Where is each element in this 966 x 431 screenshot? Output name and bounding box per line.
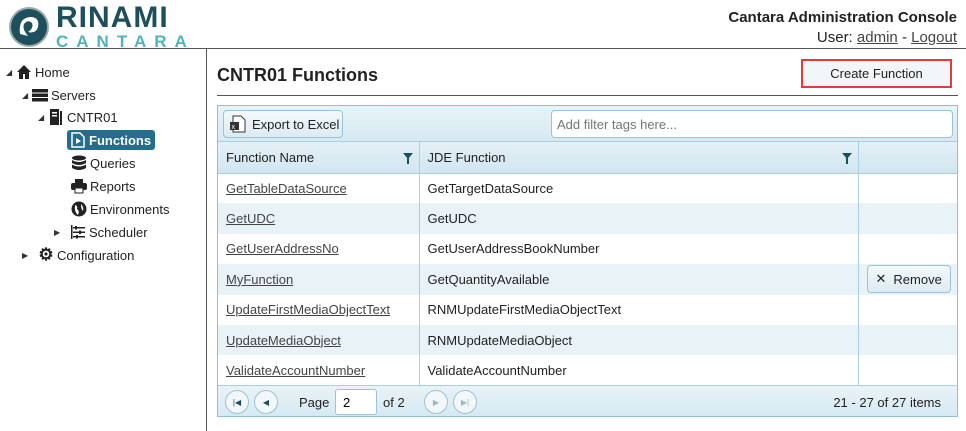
grid-toolbar: x Export to Excel: [218, 106, 957, 142]
expand-arrow-icon[interactable]: ▶: [22, 250, 29, 260]
close-icon: ✕: [875, 271, 887, 287]
collapse-arrow-icon[interactable]: ◢: [6, 67, 13, 77]
collapse-arrow-icon[interactable]: ◢: [22, 90, 29, 100]
export-to-excel-button[interactable]: x Export to Excel: [223, 110, 343, 138]
function-name-link[interactable]: MyFunction: [226, 271, 294, 287]
export-label: Export to Excel: [252, 116, 340, 132]
filter-tags-input[interactable]: [551, 110, 953, 138]
column-header-function-name[interactable]: Function Name: [218, 142, 420, 174]
globe-icon: [71, 201, 87, 217]
column-label: Function Name: [226, 149, 315, 165]
jde-function-cell: RNMUpdateMediaObject: [419, 324, 859, 356]
tree-item-home[interactable]: ◢ Home: [6, 62, 70, 82]
next-page-icon[interactable]: ▶: [424, 390, 448, 414]
functions-table: Function Name JDE Function GetTableDataS…: [218, 142, 957, 386]
table-row: UpdateMediaObject RNMUpdateMediaObject: [218, 324, 957, 356]
tree-item-queries[interactable]: Queries: [71, 153, 136, 173]
collapse-arrow-icon[interactable]: ◢: [38, 112, 45, 122]
sidebar-tree: ◢ Home ◢ Servers ◢ CNTR01 Functions Queries…: [0, 49, 207, 431]
tree-label: Reports: [90, 178, 136, 194]
tree-label: Configuration: [57, 247, 135, 263]
table-row: GetUserAddressNo GetUserAddressBookNumber: [218, 233, 957, 265]
user-label: User:: [816, 29, 853, 46]
printer-icon: [71, 178, 87, 194]
functions-grid: x Export to Excel Function Name JDE Funct…: [217, 105, 958, 417]
expand-arrow-icon[interactable]: ▶: [54, 227, 61, 237]
jde-function-cell: RNMUpdateFirstMediaObjectText: [419, 294, 859, 325]
table-row: GetUDC GetUDC: [218, 203, 957, 234]
user-line: User: admin - Logout: [817, 29, 957, 46]
page-title: CNTR01 Functions: [217, 65, 379, 85]
tree-label: Home: [35, 64, 70, 80]
title-divider: [217, 95, 958, 96]
page-label: Page: [299, 395, 330, 410]
separator: -: [901, 29, 907, 46]
function-name-link[interactable]: UpdateMediaObject: [226, 332, 341, 348]
tree-label: CNTR01: [67, 109, 118, 125]
tree-label: Environments: [90, 201, 170, 217]
column-label: JDE Function: [427, 149, 506, 165]
function-name-link[interactable]: GetUDC: [226, 211, 276, 227]
logo-emblem-icon: [9, 6, 49, 47]
jde-function-cell: GetUDC: [419, 203, 859, 234]
first-page-icon[interactable]: |◀: [225, 390, 249, 414]
function-name-link[interactable]: GetTableDataSource: [226, 180, 347, 196]
column-header-jde-function[interactable]: JDE Function: [419, 142, 859, 174]
tree-label: Queries: [90, 155, 136, 171]
server-icon: [48, 109, 64, 125]
pager: |◀ ◀ Page of 2 ▶ ▶| 21 - 27 of 27 items: [218, 385, 957, 416]
page-count-label: of 2: [383, 395, 405, 410]
username-link[interactable]: admin: [856, 29, 898, 46]
page-number-input[interactable]: [335, 389, 377, 415]
tree-item-configuration[interactable]: ▶ ⚙ Configuration: [22, 245, 134, 265]
function-name-link[interactable]: ValidateAccountNumber: [226, 363, 366, 379]
gear-icon: ⚙: [38, 245, 54, 264]
tree-label: Scheduler: [89, 224, 148, 240]
jde-function-cell: ValidateAccountNumber: [419, 355, 859, 386]
tree-item-scheduler[interactable]: ▶ Scheduler: [54, 222, 148, 242]
svg-text:x: x: [232, 124, 236, 131]
tree-item-reports[interactable]: Reports: [71, 176, 136, 196]
table-row: ValidateAccountNumber ValidateAccountNumb…: [218, 355, 957, 386]
scheduler-icon: [70, 224, 86, 240]
database-icon: [71, 155, 87, 171]
jde-function-cell: GetTargetDataSource: [419, 173, 859, 204]
table-row: GetTableDataSource GetTargetDataSource: [218, 173, 957, 204]
logo-top-text: RINAMI: [56, 1, 169, 34]
logo: RINAMI CANTARA: [8, 3, 195, 50]
items-summary: 21 - 27 of 27 items: [833, 395, 941, 410]
function-name-link[interactable]: UpdateFirstMediaObjectText: [226, 302, 391, 318]
tree-item-servers[interactable]: ◢ Servers: [22, 85, 96, 105]
excel-file-icon: x: [230, 115, 246, 133]
tree-item-environments[interactable]: Environments: [71, 199, 169, 219]
app-title: Cantara Administration Console: [728, 9, 957, 26]
filter-icon[interactable]: [841, 153, 852, 164]
column-header-actions: [858, 142, 957, 174]
table-row: MyFunction GetQuantityAvailable ✕ Remove: [218, 264, 957, 295]
home-icon: [16, 64, 32, 80]
remove-button[interactable]: ✕ Remove: [866, 265, 951, 294]
tree-label: Servers: [51, 87, 96, 103]
header: RINAMI CANTARA Cantara Administration Con…: [0, 0, 966, 50]
last-page-icon[interactable]: ▶|: [453, 390, 477, 414]
logo-bottom-text: CANTARA: [56, 32, 195, 51]
create-function-button[interactable]: Create Function: [801, 59, 952, 88]
table-row: UpdateFirstMediaObjectText RNMUpdateFirst…: [218, 294, 957, 325]
server-stack-icon: [32, 87, 48, 103]
function-name-link[interactable]: GetUserAddressNo: [226, 241, 339, 257]
tree-item-functions[interactable]: Functions: [67, 130, 156, 150]
jde-function-cell: GetQuantityAvailable: [419, 264, 859, 295]
tree-item-cntr01[interactable]: ◢ CNTR01: [38, 107, 118, 127]
filter-icon[interactable]: [402, 153, 413, 164]
jde-function-cell: GetUserAddressBookNumber: [419, 233, 859, 265]
prev-page-icon[interactable]: ◀: [254, 390, 278, 414]
logout-link[interactable]: Logout: [911, 29, 957, 46]
function-file-icon: [70, 132, 86, 148]
tree-label: Functions: [89, 132, 152, 148]
remove-label: Remove: [893, 271, 942, 287]
